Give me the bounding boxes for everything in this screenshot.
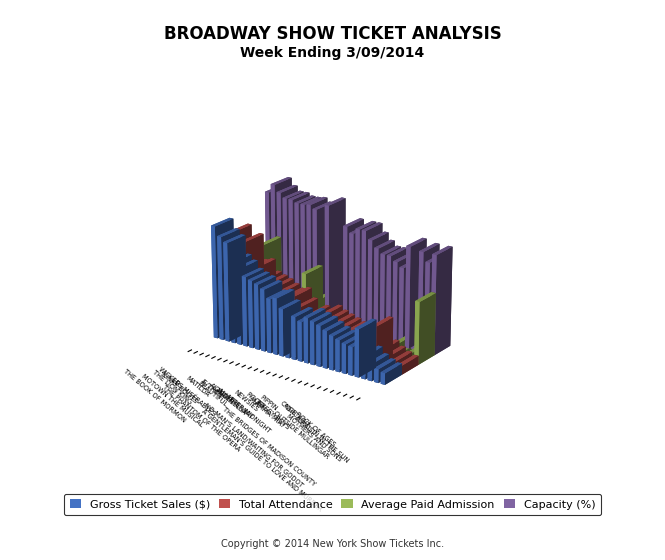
- Text: BROADWAY SHOW TICKET ANALYSIS: BROADWAY SHOW TICKET ANALYSIS: [164, 25, 501, 43]
- Text: Copyright © 2014 New York Show Tickets Inc.: Copyright © 2014 New York Show Tickets I…: [221, 539, 444, 549]
- Text: Week Ending 3/09/2014: Week Ending 3/09/2014: [240, 46, 425, 60]
- Legend: Gross Ticket Sales ($), Total Attendance, Average Paid Admission, Capacity (%): Gross Ticket Sales ($), Total Attendance…: [64, 494, 601, 515]
